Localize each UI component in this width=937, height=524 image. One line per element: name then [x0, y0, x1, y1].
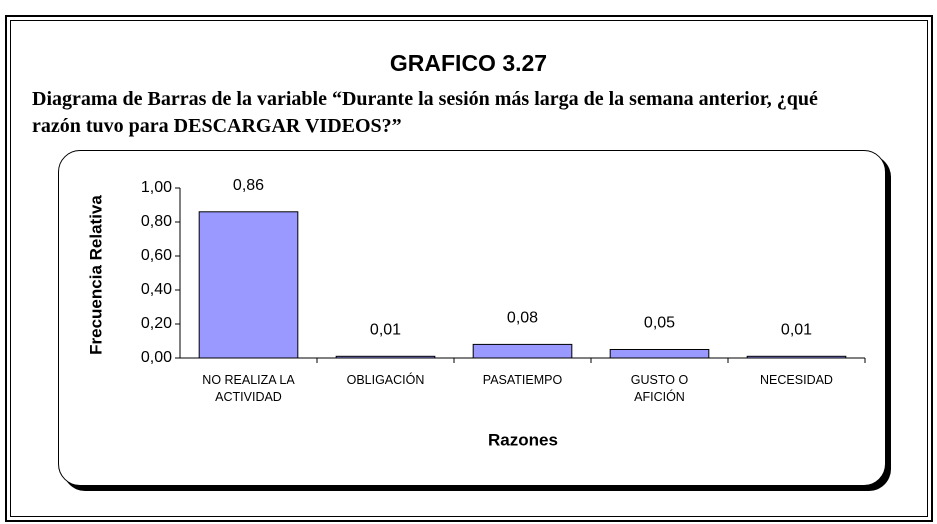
x-tick-label: PASATIEMPO: [482, 373, 563, 387]
y-tick-label: 0,80: [141, 213, 172, 230]
value-label: 0,08: [507, 310, 538, 327]
x-axis-label: Razones: [488, 430, 558, 449]
x-tick-label: GUSTO O AFICIÓN: [630, 373, 689, 404]
y-tick-label: 0,60: [141, 247, 172, 264]
x-tick-label: NO REALIZA LA ACTIVIDAD: [202, 373, 295, 404]
y-tick-label: 1,00: [141, 179, 172, 196]
value-label: 0,01: [370, 322, 401, 339]
chart-subtitle: Diagrama de Barras de la variable “Duran…: [32, 88, 818, 137]
x-tick-label: NECESIDAD: [760, 373, 833, 387]
x-tick-label: OBLIGACIÓN: [346, 373, 425, 387]
bar: [609, 349, 710, 359]
chart-title: GRAFICO 3.27: [389, 50, 548, 76]
bar: [472, 343, 573, 359]
inner-frame: [10, 20, 928, 517]
bar: [335, 355, 436, 359]
outer-frame: [5, 15, 933, 522]
y-tick-label: 0,40: [141, 281, 172, 298]
plot-box: [58, 150, 886, 486]
y-axis-label: Frecuencia Relativa: [86, 195, 105, 355]
value-label: 0,05: [644, 315, 675, 332]
bar: [198, 211, 299, 359]
y-tick-label: 0,00: [141, 349, 172, 366]
y-tick-label: 0,20: [141, 315, 172, 332]
value-label: 0,01: [781, 322, 812, 339]
value-label: 0,86: [233, 177, 264, 194]
bar: [746, 355, 847, 359]
